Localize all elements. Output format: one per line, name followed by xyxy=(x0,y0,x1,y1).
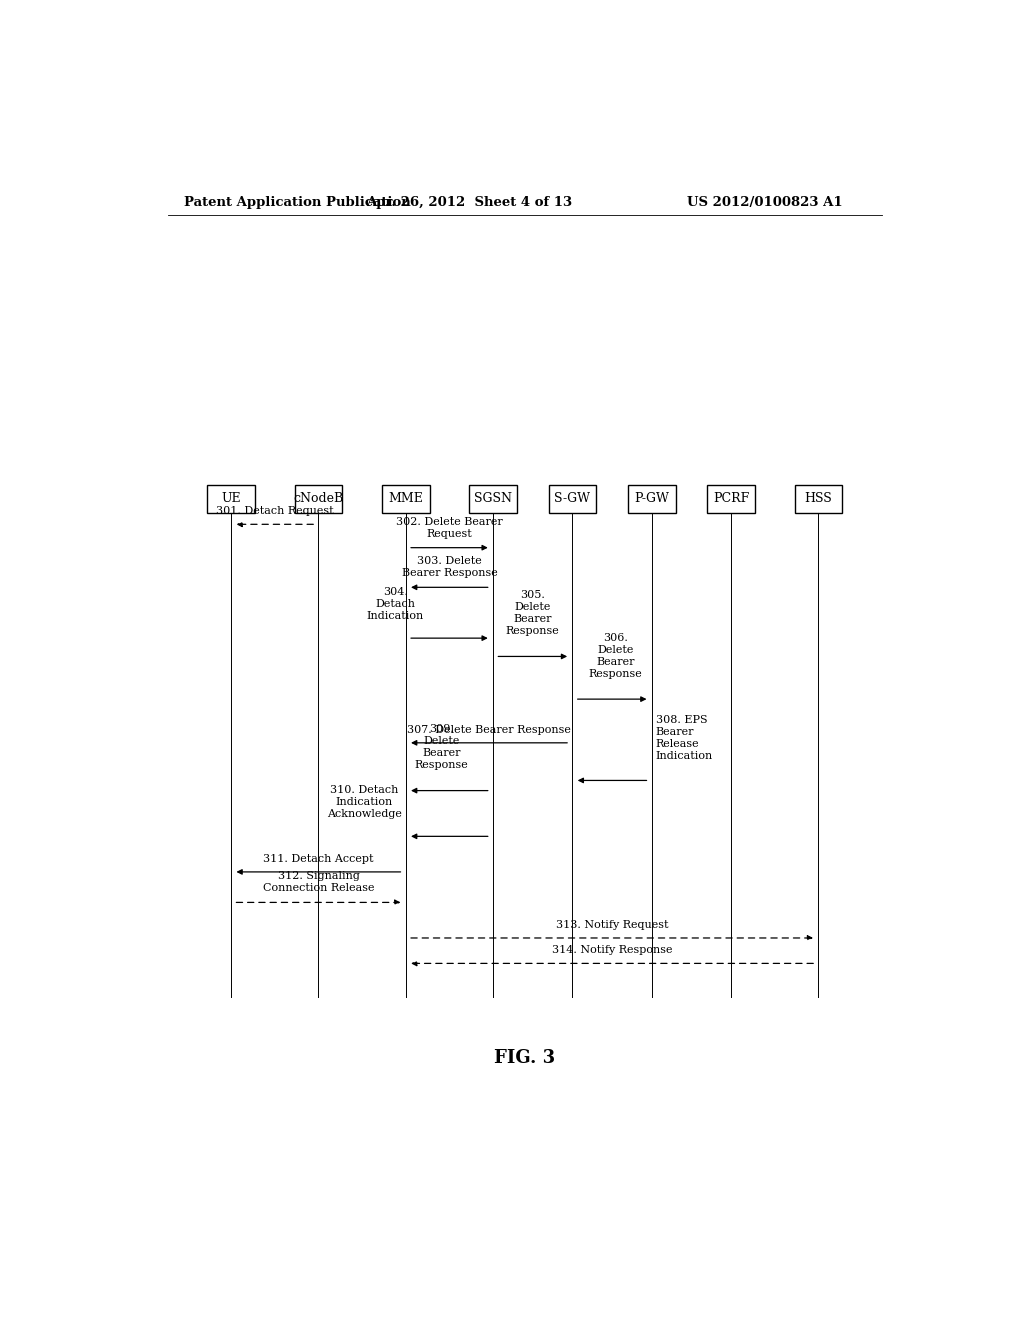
Text: Apr. 26, 2012  Sheet 4 of 13: Apr. 26, 2012 Sheet 4 of 13 xyxy=(367,195,572,209)
Text: 310. Detach
Indication
Acknowledge: 310. Detach Indication Acknowledge xyxy=(327,785,402,818)
Text: Patent Application Publication: Patent Application Publication xyxy=(183,195,411,209)
Text: FIG. 3: FIG. 3 xyxy=(495,1049,555,1067)
Text: 301. Detach Request: 301. Detach Request xyxy=(216,506,334,516)
Text: 307. Delete Bearer Response: 307. Delete Bearer Response xyxy=(408,725,571,735)
Text: cNodeB: cNodeB xyxy=(293,492,344,506)
Text: 314. Notify Response: 314. Notify Response xyxy=(552,945,673,956)
Text: MME: MME xyxy=(388,492,423,506)
Text: S-GW: S-GW xyxy=(554,492,591,506)
Text: UE: UE xyxy=(221,492,241,506)
Text: 303. Delete
Bearer Response: 303. Delete Bearer Response xyxy=(401,556,498,578)
Text: P-GW: P-GW xyxy=(634,492,670,506)
Text: HSS: HSS xyxy=(805,492,833,506)
Text: PCRF: PCRF xyxy=(713,492,750,506)
FancyBboxPatch shape xyxy=(628,486,676,512)
FancyBboxPatch shape xyxy=(549,486,596,512)
Text: 302. Delete Bearer
Request: 302. Delete Bearer Request xyxy=(396,516,503,539)
Text: US 2012/0100823 A1: US 2012/0100823 A1 xyxy=(687,195,842,209)
Text: 309.
Delete
Bearer
Response: 309. Delete Bearer Response xyxy=(415,725,468,771)
Text: 311. Detach Accept: 311. Detach Accept xyxy=(263,854,374,863)
FancyBboxPatch shape xyxy=(795,486,842,512)
FancyBboxPatch shape xyxy=(708,486,755,512)
Text: 304.
Detach
Indication: 304. Detach Indication xyxy=(367,587,424,620)
FancyBboxPatch shape xyxy=(295,486,342,512)
Text: 308. EPS
Bearer
Release
Indication: 308. EPS Bearer Release Indication xyxy=(655,715,713,762)
Text: 312. Signaling
Connection Release: 312. Signaling Connection Release xyxy=(263,871,374,894)
Text: 305.
Delete
Bearer
Response: 305. Delete Bearer Response xyxy=(506,590,559,636)
FancyBboxPatch shape xyxy=(207,486,255,512)
FancyBboxPatch shape xyxy=(469,486,517,512)
Text: 306.
Delete
Bearer
Response: 306. Delete Bearer Response xyxy=(589,632,642,678)
FancyBboxPatch shape xyxy=(382,486,430,512)
Text: 313. Notify Request: 313. Notify Request xyxy=(556,920,669,929)
Text: SGSN: SGSN xyxy=(474,492,512,506)
